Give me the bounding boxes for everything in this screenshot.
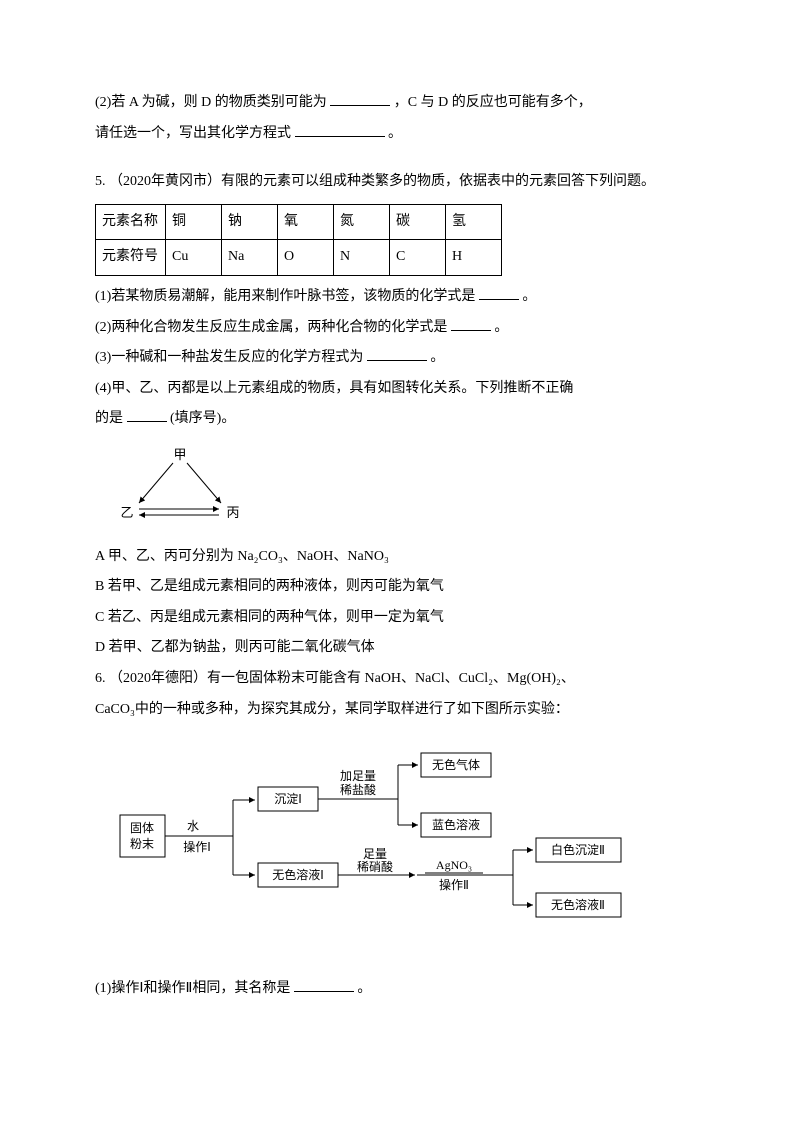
- node-jia: 甲: [173, 447, 186, 462]
- q5-optA: A 甲、乙、丙可分别为 Na₂CO₃、NaOH、NaNO₃: [95, 544, 699, 571]
- blank[interactable]: [295, 121, 385, 137]
- label-hno3-1: 足量: [363, 847, 387, 861]
- cell: 氧: [278, 204, 334, 240]
- node-solid2: 粉末: [130, 837, 154, 851]
- label-hcl2: 稀盐酸: [340, 782, 376, 797]
- label-agno3: AgNO₃: [436, 858, 472, 872]
- node-sol2: 无色溶液Ⅱ: [551, 897, 605, 912]
- blank[interactable]: [294, 976, 354, 992]
- blank[interactable]: [479, 284, 519, 300]
- text: 请任选一个，写出其化学方程式: [95, 126, 291, 141]
- q5-sub4-line2: 的是 (填序号)。: [95, 406, 699, 433]
- q4-part2-line1: (2)若 A 为碱，则 D 的物质类别可能为 ，C 与 D 的反应也可能有多个，: [95, 90, 699, 117]
- node-bing: 丙: [226, 505, 239, 520]
- table-row: 元素名称 铜 钠 氧 氮 碳 氢: [96, 204, 502, 240]
- q5-optC: C 若乙、丙是组成元素相同的两种气体，则甲一定为氧气: [95, 605, 699, 632]
- text: (1)操作Ⅰ和操作Ⅱ相同，其名称是: [95, 981, 290, 996]
- text: (填序号)。: [170, 411, 235, 426]
- cell: C: [390, 240, 446, 276]
- cell: 元素符号: [96, 240, 166, 276]
- text: 。: [430, 350, 444, 365]
- cell: 氢: [446, 204, 502, 240]
- q6-intro-line1: 6. （2020年德阳）有一包固体粉末可能含有 NaOH、NaCl、CuCl₂、…: [95, 666, 699, 693]
- node-gas: 无色气体: [432, 757, 480, 772]
- text: ，C 与 D 的反应也可能有多个，: [394, 95, 592, 110]
- q6-intro-line2: CaCO₃中的一种或多种，为探究其成分，某同学取样进行了如下图所示实验：: [95, 697, 699, 724]
- cell: N: [334, 240, 390, 276]
- node-prec1: 沉淀Ⅰ: [274, 792, 302, 806]
- label-op2: 操作Ⅱ: [439, 877, 469, 892]
- text: 。: [494, 320, 508, 335]
- label-water: 水: [187, 819, 199, 833]
- cell: 碳: [390, 204, 446, 240]
- cell: 元素名称: [96, 204, 166, 240]
- text: 。: [522, 289, 536, 304]
- cell: 铜: [166, 204, 222, 240]
- label-hcl1: 加足量: [340, 769, 376, 783]
- node-white2: 白色沉淀Ⅱ: [551, 842, 605, 857]
- q5-sub2: (2)两种化合物发生反应生成金属，两种化合物的化学式是 。: [95, 315, 699, 342]
- label-op1: 操作Ⅰ: [183, 839, 211, 854]
- node-yi: 乙: [120, 505, 133, 520]
- text: (3)一种碱和一种盐发生反应的化学方程式为: [95, 350, 363, 365]
- q5-sub3: (3)一种碱和一种盐发生反应的化学方程式为 。: [95, 345, 699, 372]
- node-solid: 固体: [130, 821, 154, 835]
- blank[interactable]: [127, 406, 167, 422]
- cell: O: [278, 240, 334, 276]
- text: (2)若 A 为碱，则 D 的物质类别可能为: [95, 95, 327, 110]
- q5-sub4-line1: (4)甲、乙、丙都是以上元素组成的物质，具有如图转化关系。下列推断不正确: [95, 376, 699, 403]
- text: 的是: [95, 411, 123, 426]
- q5-intro: 5. （2020年黄冈市）有限的元素可以组成种类繁多的物质，依据表中的元素回答下…: [95, 169, 699, 196]
- text: 。: [388, 126, 402, 141]
- blank[interactable]: [451, 315, 491, 331]
- triangle-diagram: 甲 乙 丙: [115, 445, 255, 525]
- cell: 钠: [222, 204, 278, 240]
- q5-optB: B 若甲、乙是组成元素相同的两种液体，则丙可能为氧气: [95, 574, 699, 601]
- blank[interactable]: [330, 90, 390, 106]
- q6-sub1: (1)操作Ⅰ和操作Ⅱ相同，其名称是 。: [95, 976, 699, 1003]
- cell: Na: [222, 240, 278, 276]
- cell: H: [446, 240, 502, 276]
- blank[interactable]: [367, 345, 427, 361]
- table-row: 元素符号 Cu Na O N C H: [96, 240, 502, 276]
- cell: Cu: [166, 240, 222, 276]
- text: (2)两种化合物发生反应生成金属，两种化合物的化学式是: [95, 320, 447, 335]
- text: (1)若某物质易潮解，能用来制作叶脉书签，该物质的化学式是: [95, 289, 475, 304]
- text: 。: [357, 981, 371, 996]
- cell: 氮: [334, 204, 390, 240]
- label-hno3-2: 稀硝酸: [357, 859, 393, 874]
- q5-sub1: (1)若某物质易潮解，能用来制作叶脉书签，该物质的化学式是 。: [95, 284, 699, 311]
- elements-table: 元素名称 铜 钠 氧 氮 碳 氢 元素符号 Cu Na O N C H: [95, 204, 502, 276]
- q4-part2-line2: 请任选一个，写出其化学方程式 。: [95, 121, 699, 148]
- q5-optD: D 若甲、乙都为钠盐，则丙可能二氧化碳气体: [95, 635, 699, 662]
- node-sol1: 无色溶液Ⅰ: [272, 867, 324, 882]
- flow-diagram: 固体 粉末 水 操作Ⅰ 沉淀Ⅰ 无色溶液Ⅰ 加足量 稀盐酸 无色气体 蓝色溶液 …: [115, 745, 645, 935]
- node-blue: 蓝色溶液: [432, 817, 480, 832]
